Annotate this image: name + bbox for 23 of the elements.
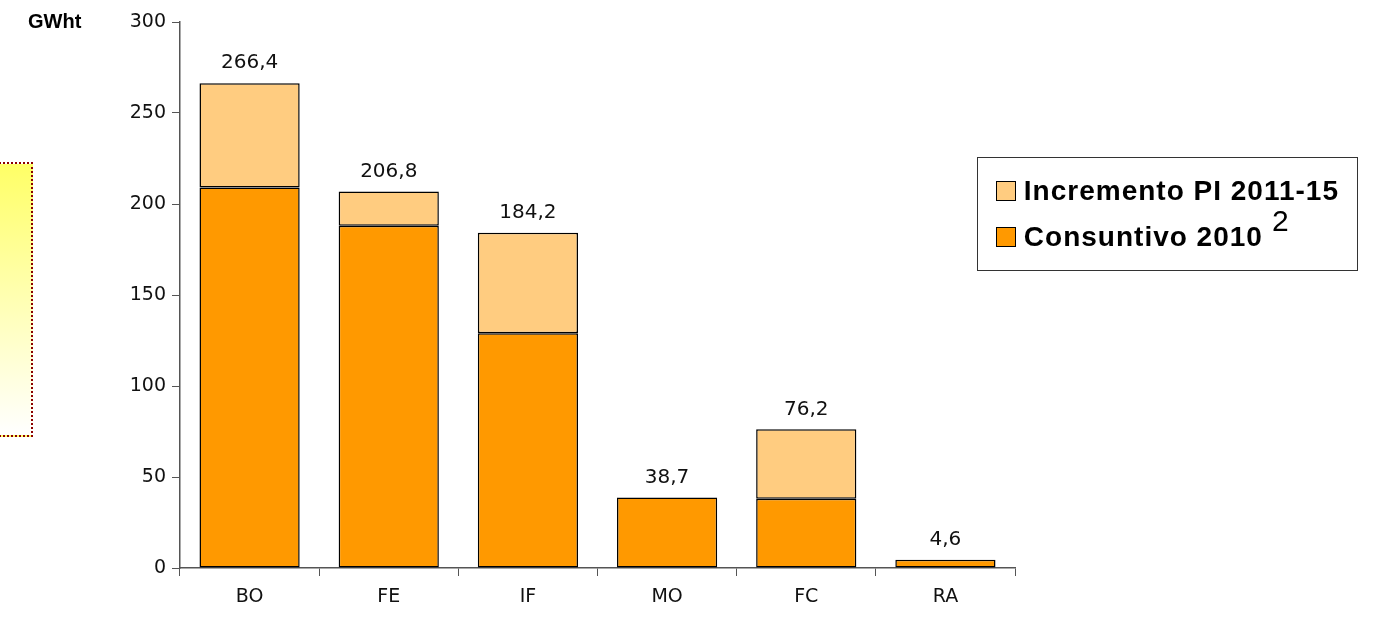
total-label: 206,8 [360, 157, 418, 182]
x-tick-label: RA [932, 584, 959, 607]
total-label: 184,2 [499, 198, 557, 223]
y-axis-title: GWht [28, 9, 82, 32]
y-tick-label: 150 [129, 281, 166, 304]
x-tick-label: FC [794, 584, 819, 607]
y-tick-label: 200 [129, 190, 166, 213]
x-tick-label: BO [235, 584, 264, 607]
y-tick-label: 300 [129, 8, 166, 31]
total-label: 4,6 [929, 525, 962, 550]
text: 2 [1272, 204, 1289, 238]
y-tick-label: 50 [141, 463, 166, 486]
y-tick-label: 0 [153, 554, 166, 577]
total-label: 76,2 [783, 395, 829, 420]
total-label: 266,4 [220, 49, 279, 74]
x-tick-label: MO [651, 584, 683, 607]
x-tick-label: IF [519, 584, 537, 607]
y-tick-label: 250 [129, 99, 166, 122]
x-tick-label: FE [377, 584, 401, 607]
y-tick-label: 100 [129, 372, 166, 395]
total-label: 38,7 [644, 463, 690, 488]
legend-label: Consuntivo 2010 [1023, 221, 1263, 253]
legend-label: Incremento PI 2011-15 [1023, 175, 1339, 207]
